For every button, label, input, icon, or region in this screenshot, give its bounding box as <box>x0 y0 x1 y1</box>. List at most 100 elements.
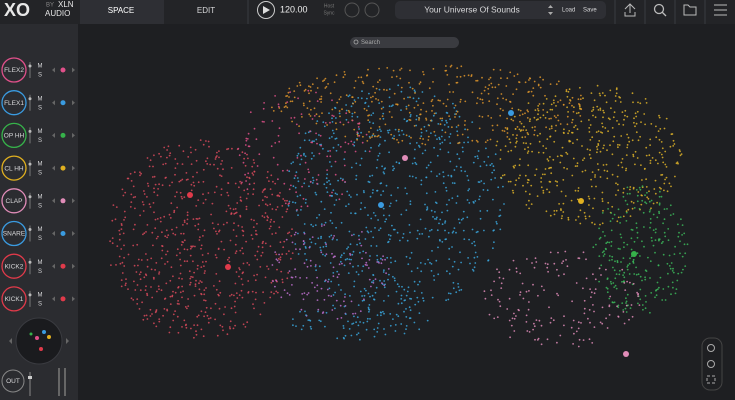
sound-dot[interactable] <box>304 132 307 135</box>
sound-dot[interactable] <box>571 104 573 107</box>
sound-dot[interactable] <box>427 258 429 261</box>
sound-dot[interactable] <box>342 325 345 327</box>
sound-dot[interactable] <box>649 144 651 147</box>
sound-dot[interactable] <box>408 317 411 320</box>
sound-dot[interactable] <box>459 101 462 103</box>
sound-dot[interactable] <box>154 218 157 221</box>
sound-dot[interactable] <box>355 271 358 273</box>
sound-dot[interactable] <box>136 298 139 300</box>
sound-dot[interactable] <box>409 96 411 99</box>
sound-dot[interactable] <box>310 108 312 111</box>
sound-dot[interactable] <box>467 257 469 259</box>
sound-dot[interactable] <box>662 222 664 225</box>
sound-dot[interactable] <box>612 266 614 269</box>
sound-dot[interactable] <box>563 315 565 318</box>
sound-dot[interactable] <box>138 308 141 310</box>
sound-dot[interactable] <box>582 287 584 290</box>
sound-dot[interactable] <box>285 210 288 213</box>
sound-dot[interactable] <box>575 282 578 284</box>
sound-dot[interactable] <box>634 150 637 153</box>
sound-dot[interactable] <box>371 192 374 194</box>
sound-dot[interactable] <box>467 74 470 77</box>
sound-dot[interactable] <box>580 94 582 97</box>
sound-dot[interactable] <box>182 150 185 153</box>
sound-dot[interactable] <box>675 288 678 290</box>
sound-dot[interactable] <box>158 273 160 275</box>
sound-dot[interactable] <box>338 112 341 115</box>
sound-dot[interactable] <box>618 273 621 276</box>
sound-dot[interactable] <box>628 273 631 275</box>
sound-dot[interactable] <box>132 196 135 199</box>
sound-dot[interactable] <box>320 95 323 98</box>
sound-dot[interactable] <box>329 161 331 163</box>
sound-dot[interactable] <box>330 234 333 237</box>
sound-dot[interactable] <box>324 122 327 124</box>
sound-dot[interactable] <box>368 304 371 306</box>
sound-dot[interactable] <box>528 120 531 123</box>
sound-dot[interactable] <box>394 279 396 282</box>
sound-dot[interactable] <box>398 162 401 165</box>
sound-dot[interactable] <box>388 88 391 91</box>
sound-dot[interactable] <box>333 235 335 237</box>
sound-dot[interactable] <box>202 335 205 338</box>
sound-dot[interactable] <box>448 83 450 86</box>
sound-dot[interactable] <box>641 279 643 282</box>
sound-dot[interactable] <box>209 317 212 319</box>
sound-dot[interactable] <box>524 136 527 138</box>
sound-dot[interactable] <box>112 204 115 207</box>
sound-dot[interactable] <box>627 208 630 211</box>
sound-dot[interactable] <box>158 320 161 323</box>
sound-dot[interactable] <box>384 333 387 336</box>
sound-dot[interactable] <box>561 146 564 149</box>
sound-dot[interactable] <box>426 206 429 209</box>
sound-dot[interactable] <box>139 278 142 281</box>
sound-dot[interactable] <box>190 163 193 166</box>
sound-dot[interactable] <box>373 335 376 338</box>
sound-dot[interactable] <box>629 188 631 191</box>
sound-dot[interactable] <box>354 150 357 153</box>
sound-dot[interactable] <box>424 263 427 265</box>
sound-dot[interactable] <box>425 192 428 195</box>
sound-dot[interactable] <box>556 268 558 271</box>
sound-dot[interactable] <box>515 88 518 91</box>
sound-dot[interactable] <box>149 206 152 208</box>
sound-dot[interactable] <box>247 145 250 148</box>
sound-dot[interactable] <box>525 314 528 317</box>
sound-dot[interactable] <box>263 188 266 191</box>
sound-dot[interactable] <box>491 162 493 165</box>
sound-dot[interactable] <box>660 242 663 245</box>
sound-dot[interactable] <box>621 268 624 271</box>
sound-dot[interactable] <box>519 114 521 117</box>
sound-dot[interactable] <box>311 282 313 284</box>
sound-dot[interactable] <box>310 265 312 267</box>
sound-dot[interactable] <box>540 285 543 288</box>
sound-dot[interactable] <box>515 267 518 270</box>
sound-dot[interactable] <box>502 97 504 100</box>
sound-dot[interactable] <box>435 218 438 220</box>
sound-dot[interactable] <box>566 265 569 268</box>
sound-dot[interactable] <box>589 288 591 290</box>
sound-dot[interactable] <box>567 90 570 93</box>
sound-dot[interactable] <box>323 208 326 211</box>
sound-dot[interactable] <box>134 289 137 291</box>
sound-dot[interactable] <box>577 190 580 192</box>
sound-dot[interactable] <box>624 114 626 117</box>
sound-dot[interactable] <box>654 179 657 182</box>
sound-dot[interactable] <box>559 161 562 164</box>
sound-dot[interactable] <box>169 279 172 282</box>
sound-dot[interactable] <box>435 112 437 114</box>
sound-dot[interactable] <box>255 233 258 236</box>
sound-dot[interactable] <box>644 123 646 126</box>
sound-dot[interactable] <box>269 296 272 299</box>
sound-dot[interactable] <box>145 285 147 288</box>
sound-dot[interactable] <box>213 285 215 287</box>
sound-dot[interactable] <box>348 111 351 114</box>
sound-dot[interactable] <box>346 258 349 260</box>
sound-dot[interactable] <box>389 234 392 237</box>
sound-dot[interactable] <box>671 281 674 284</box>
sound-dot[interactable] <box>583 307 586 310</box>
sound-dot[interactable] <box>657 264 660 267</box>
sound-dot[interactable] <box>474 262 477 264</box>
sound-dot[interactable] <box>454 104 457 107</box>
sound-dot[interactable] <box>362 250 365 253</box>
